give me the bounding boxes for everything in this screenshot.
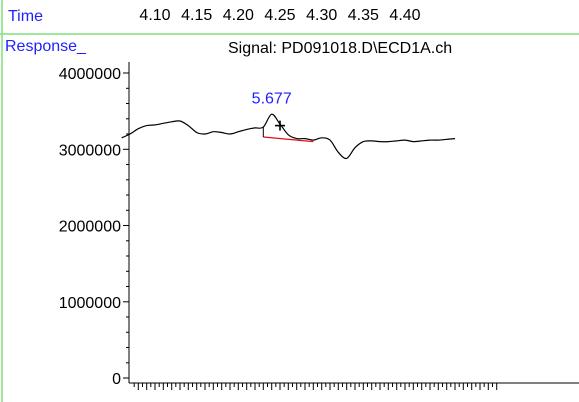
y-tick-label: 3000000: [59, 142, 121, 159]
plot-area: 5.677: [121, 91, 456, 160]
signal-title: Signal: PD091018.D\ECD1A.ch: [228, 40, 452, 57]
x-tick-label: 4.20: [223, 7, 254, 24]
peak-label: 5.677: [252, 91, 292, 108]
y-axis: 4000000 3000000 2000000 1000000 0: [59, 62, 130, 388]
x-tick-label: 4.10: [139, 7, 170, 24]
signal-trace: [121, 113, 456, 160]
response-label: Response_: [5, 38, 87, 55]
x-tick-label: 4.35: [348, 7, 379, 24]
integration-baseline: [263, 136, 314, 143]
y-tick-label: 4000000: [59, 66, 121, 83]
x-tick-label: 4.40: [389, 7, 420, 24]
y-tick-label: 1000000: [59, 295, 121, 312]
x-tick-label: 4.25: [264, 7, 295, 24]
x-tick-label: 4.15: [181, 7, 212, 24]
time-label: Time: [8, 8, 43, 25]
y-tick-label: 2000000: [59, 219, 121, 236]
x-axis: [129, 382, 579, 390]
peak-apex-marker: [275, 120, 285, 131]
x-tick-labels: 4.10 4.15 4.20 4.25 4.30 4.35 4.40: [139, 7, 420, 24]
y-tick-label: 0: [112, 371, 121, 388]
x-tick-label: 4.30: [306, 7, 337, 24]
